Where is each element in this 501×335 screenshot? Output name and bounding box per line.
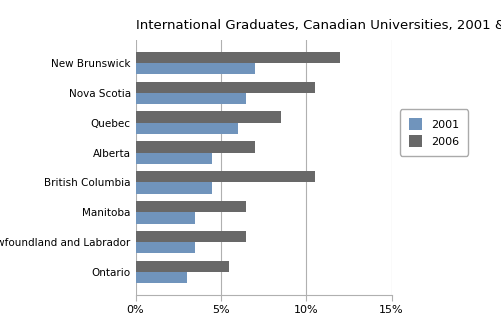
Bar xyxy=(135,52,340,63)
Bar xyxy=(135,112,280,123)
Bar xyxy=(135,63,255,74)
Text: International Graduates, Canadian Universities, 2001 & 2006: International Graduates, Canadian Univer… xyxy=(135,19,501,32)
Bar xyxy=(135,212,195,223)
Bar xyxy=(135,183,212,194)
Bar xyxy=(135,152,212,164)
Bar xyxy=(135,242,195,253)
Bar xyxy=(135,93,246,104)
Bar xyxy=(135,123,237,134)
Bar xyxy=(135,201,246,212)
Bar xyxy=(135,231,246,242)
Bar xyxy=(135,171,314,183)
Bar xyxy=(135,141,255,152)
Legend: 2001, 2006: 2001, 2006 xyxy=(399,110,467,156)
Bar xyxy=(135,82,314,93)
Bar xyxy=(135,261,229,272)
Bar xyxy=(135,272,186,283)
